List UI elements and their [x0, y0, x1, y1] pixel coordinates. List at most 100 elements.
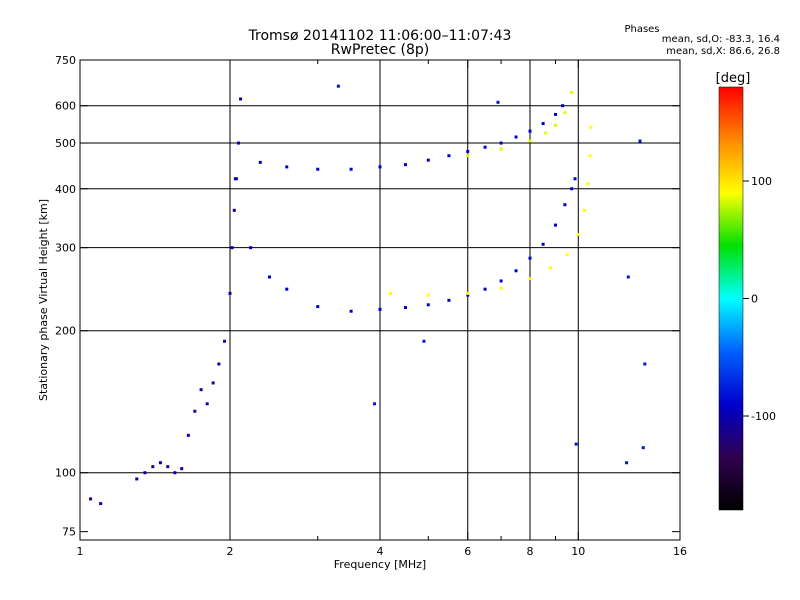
data-point: [230, 246, 234, 250]
data-point: [232, 208, 236, 212]
data-point: [426, 293, 430, 297]
data-point: [89, 497, 93, 501]
data-point: [499, 141, 503, 145]
data-point: [422, 339, 426, 343]
chart-title: Tromsø 20141102 11:06:00–11:07:43: [248, 28, 512, 44]
y-tick-label: 100: [55, 467, 76, 480]
axis-ticks: 1 2 4 6 8 10 16 75 100 200 300 400 500 600 750: [55, 54, 687, 558]
stats-o-line: mean, sd,O: -83.3, 16.4: [662, 34, 780, 45]
data-point: [99, 502, 103, 506]
chart-subtitle: RwPretec (8p): [331, 42, 429, 58]
data-point: [466, 154, 470, 158]
data-point: [528, 139, 532, 143]
y-tick-label: 500: [55, 137, 76, 150]
data-point: [553, 223, 557, 227]
data-point: [638, 139, 642, 143]
x-tick-label: 16: [673, 545, 687, 558]
data-point: [499, 286, 503, 290]
data-point: [466, 293, 470, 297]
data-point: [234, 177, 238, 181]
x-tick-label: 2: [227, 545, 234, 558]
data-point: [553, 123, 557, 127]
data-point: [193, 409, 197, 413]
data-point: [514, 135, 518, 139]
data-point: [499, 279, 503, 283]
data-point: [349, 167, 353, 171]
data-point: [378, 165, 382, 169]
data-point: [447, 298, 451, 302]
data-point: [316, 167, 320, 171]
data-point: [285, 287, 289, 291]
data-point: [528, 129, 532, 133]
data-point: [186, 433, 190, 437]
data-point: [173, 471, 177, 475]
data-point: [336, 84, 340, 88]
data-point: [403, 306, 407, 310]
data-point: [483, 145, 487, 149]
data-point: [426, 303, 430, 307]
data-point: [466, 291, 470, 295]
data-point: [249, 246, 253, 250]
stats-heading: Phases: [624, 24, 659, 35]
data-point: [561, 104, 565, 108]
colorbar: [718, 86, 744, 511]
data-point: [570, 187, 574, 191]
data-point: [373, 402, 377, 406]
x-tick-label: 4: [377, 545, 384, 558]
colorbar-label: [deg]: [716, 71, 751, 86]
data-point: [576, 232, 580, 236]
data-point: [641, 446, 645, 450]
x-tick-label: 6: [464, 545, 471, 558]
x-tick-label: 10: [571, 545, 585, 558]
data-point: [565, 253, 569, 257]
data-point: [626, 275, 630, 279]
data-point: [625, 461, 629, 465]
colorbar-tick-label: 100: [751, 175, 772, 188]
data-point: [553, 112, 557, 116]
x-tick-label: 1: [77, 545, 84, 558]
data-point: [573, 177, 577, 181]
colorbar-tick-label: -100: [751, 410, 776, 423]
data-point: [158, 461, 162, 465]
data-point: [544, 131, 548, 135]
data-point: [514, 269, 518, 273]
data-point: [589, 125, 593, 129]
data-point: [586, 182, 590, 186]
data-point: [466, 149, 470, 153]
data-point: [499, 147, 503, 151]
data-point: [316, 305, 320, 309]
y-axis-label: Stationary phase Virtual Height [km]: [37, 199, 50, 401]
data-point: [563, 111, 567, 115]
data-point: [643, 362, 647, 366]
colorbar-tick-label: 0: [751, 293, 758, 306]
x-tick-label: 8: [527, 545, 534, 558]
data-point: [239, 97, 243, 101]
y-tick-label: 600: [55, 100, 76, 113]
x-axis-label: Frequency [MHz]: [334, 558, 426, 571]
data-point: [228, 291, 232, 295]
data-point: [570, 90, 574, 94]
data-point: [389, 291, 393, 295]
data-point: [223, 339, 227, 343]
data-point: [528, 277, 532, 281]
data-point: [563, 203, 567, 207]
data-point: [426, 158, 430, 162]
data-point: [285, 165, 289, 169]
data-point: [378, 307, 382, 311]
y-tick-label: 200: [55, 325, 76, 338]
data-point: [217, 362, 221, 366]
data-point: [541, 122, 545, 126]
stats-x-line: mean, sd,X: 86.6, 26.8: [666, 46, 780, 57]
y-tick-label: 300: [55, 242, 76, 255]
data-point: [205, 402, 209, 406]
colorbar-ticks: 100 0 -100: [743, 175, 776, 423]
data-point: [549, 266, 553, 270]
data-points: [89, 84, 647, 506]
data-point: [211, 381, 215, 385]
y-tick-label: 75: [62, 526, 76, 539]
grid-lines: [80, 60, 680, 540]
data-point: [199, 388, 203, 392]
data-point: [574, 442, 578, 446]
data-point: [151, 465, 155, 469]
